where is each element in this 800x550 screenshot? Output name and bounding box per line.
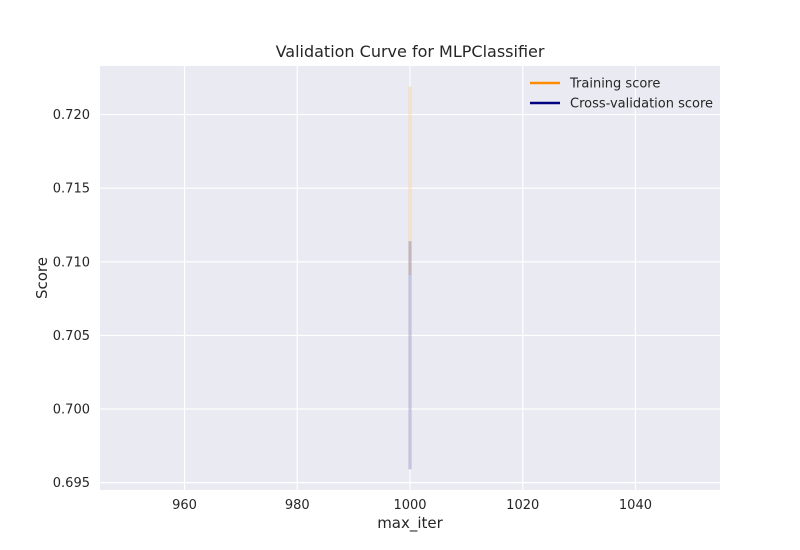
chart-title: Validation Curve for MLPClassifier [276, 42, 545, 61]
y-tick-label: 0.720 [53, 108, 90, 123]
x-tick-label: 1040 [619, 498, 652, 513]
y-tick-label: 0.710 [53, 255, 90, 270]
grid [100, 66, 720, 490]
y-tick-label: 0.695 [53, 476, 90, 491]
x-tick-label: 1020 [506, 498, 539, 513]
confidence-bands [408, 86, 412, 470]
training-score-band [408, 86, 412, 276]
y-tick-label: 0.705 [53, 329, 90, 344]
y-axis-ticks: 0.695 0.700 0.705 0.710 0.715 0.720 [53, 108, 90, 491]
x-tick-label: 960 [172, 498, 197, 513]
x-tick-label: 1000 [393, 498, 426, 513]
training-score-legend-label: Training score [569, 77, 660, 92]
y-tick-label: 0.700 [53, 403, 90, 418]
y-axis-title: Score [33, 257, 51, 299]
x-axis-title: max_iter [377, 514, 443, 533]
cross-validation-score-band [408, 241, 412, 470]
x-axis-ticks: 960 980 1000 1020 1040 [172, 498, 652, 513]
legend: Training score Cross-validation score [530, 77, 713, 112]
x-tick-label: 980 [285, 498, 310, 513]
cross-validation-score-legend-label: Cross-validation score [570, 97, 713, 112]
y-tick-label: 0.715 [53, 182, 90, 197]
